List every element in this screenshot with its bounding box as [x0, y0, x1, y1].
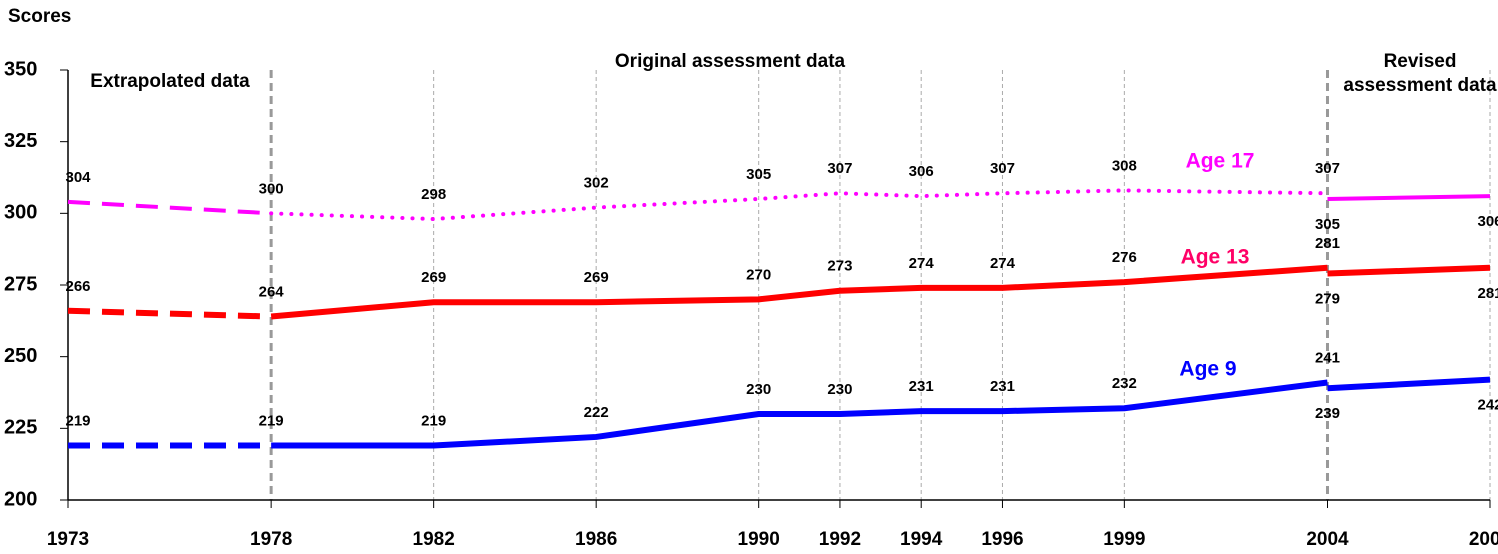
y-tick-label: 200	[4, 488, 37, 510]
x-tick-label: 1992	[819, 529, 861, 550]
series-label: Age 17	[1186, 150, 1255, 173]
annotation: Original assessment data	[614, 51, 846, 72]
line-revised	[1327, 376, 1491, 392]
data-label: 266	[65, 278, 90, 295]
data-label: 306	[909, 163, 934, 180]
data-label: 242	[1477, 397, 1498, 414]
data-label: 219	[259, 413, 284, 430]
data-label: 222	[584, 404, 609, 421]
y-axis-label: Scores	[8, 6, 71, 27]
x-tick-label: 1986	[575, 529, 617, 550]
data-label: 264	[259, 284, 285, 301]
y-tick-label: 350	[4, 58, 37, 80]
data-label: 232	[1112, 375, 1137, 392]
data-label: 241	[1315, 349, 1340, 366]
data-label: 307	[827, 160, 852, 177]
x-tick-label: 1982	[413, 529, 455, 550]
data-label: 239	[1315, 405, 1340, 422]
x-tick-label: 1973	[47, 529, 89, 550]
line-original	[271, 379, 1328, 449]
y-tick-label: 300	[4, 202, 37, 224]
data-label: 230	[827, 381, 852, 398]
data-label: 307	[990, 160, 1015, 177]
y-tick-label: 250	[4, 345, 37, 367]
data-label: 270	[746, 266, 771, 283]
x-tick-label: 1978	[250, 529, 292, 550]
data-label: 302	[584, 175, 609, 192]
line-original	[270, 264, 1328, 320]
data-label: 305	[746, 166, 771, 183]
data-label: 300	[259, 180, 284, 197]
data-label: 276	[1112, 249, 1137, 266]
data-label: 281	[1315, 235, 1340, 252]
data-label: 219	[421, 413, 446, 430]
data-label: 305	[1315, 216, 1340, 233]
x-tick-label: 2008	[1469, 529, 1498, 550]
line-revised	[1327, 264, 1491, 277]
series-label: Age 13	[1181, 246, 1250, 269]
series-label: Age 9	[1179, 358, 1236, 381]
data-label: 279	[1315, 291, 1340, 308]
data-label: 306	[1477, 213, 1498, 230]
data-label: 219	[65, 413, 90, 430]
data-label: 273	[827, 258, 852, 275]
x-tick-label: 1999	[1103, 529, 1145, 550]
data-label: 274	[990, 255, 1016, 272]
x-tick-label: 1994	[900, 529, 943, 550]
data-label: 230	[746, 381, 771, 398]
data-label: 269	[584, 269, 609, 286]
data-label: 274	[909, 255, 935, 272]
data-label: 298	[421, 186, 446, 203]
y-tick-label: 225	[4, 417, 37, 439]
data-label: 281	[1477, 285, 1498, 302]
data-label: 308	[1112, 157, 1137, 174]
data-label: 304	[65, 169, 91, 186]
data-label: 307	[1315, 160, 1340, 177]
y-tick-label: 325	[4, 130, 37, 152]
line-extrapolated	[67, 199, 272, 216]
line-extrapolated	[67, 307, 272, 320]
annotation: Extrapolated data	[90, 71, 250, 92]
data-label: 269	[421, 269, 446, 286]
x-tick-label: 1996	[981, 529, 1023, 550]
x-tick-label: 1990	[738, 529, 780, 550]
y-tick-label: 275	[4, 273, 37, 295]
line-revised	[1327, 194, 1491, 201]
x-tick-label: 2004	[1306, 529, 1349, 550]
annotation: Revised assessment data	[1343, 51, 1497, 96]
data-label: 231	[990, 378, 1015, 395]
data-label: 231	[909, 378, 934, 395]
